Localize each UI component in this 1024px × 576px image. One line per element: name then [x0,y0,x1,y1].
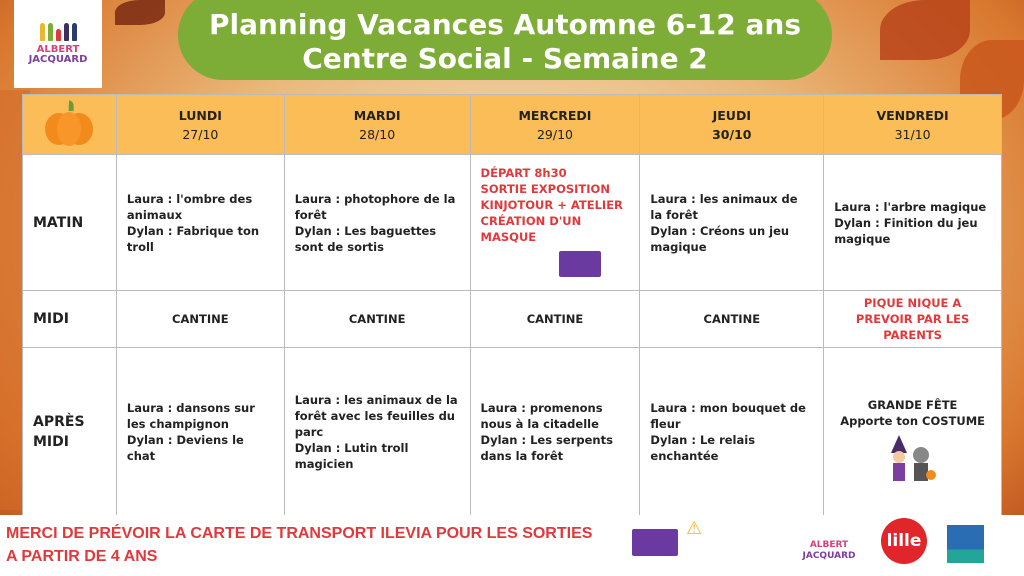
logo-text: JACQUARD [28,54,88,65]
lunch-cell: CANTINE [469,290,641,348]
leaf-decoration [880,0,970,60]
page-title: Planning Vacances Automne 6-12 ans Centr… [178,0,832,80]
day-header-vendredi: VENDREDI 31/10 [823,94,1002,155]
lunch-cell: CANTINE [283,290,471,348]
day-header-mercredi: MERCREDI 29/10 [469,94,641,155]
leaf-decoration [115,0,165,25]
lunch-cell: PIQUE NIQUE A PREVOIR PAR LES PARENTS [823,290,1002,348]
activity-cell: Laura : l'ombre des animaux Dylan : Fabri… [115,154,285,291]
activity-cell: Laura : les animaux de la forêt avec les… [283,347,471,516]
title-subtitle: Centre Social - Semaine 2 [302,42,708,75]
albert-jacquard-logo-small: ALBERT JACQUARD [802,540,856,561]
activity-cell: Laura : les animaux de la forêt Dylan : C… [639,154,825,291]
row-label-midi: MIDI [22,290,117,348]
row-label-apres-midi: APRÈS MIDI [22,347,117,516]
day-header-lundi: LUNDI 27/10 [115,94,285,155]
warning-icon: ⚠ [686,518,703,539]
activity-cell: Laura : promenons nous à la citadelle Dyl… [469,347,641,516]
activity-cell: Laura : l'arbre magique Dylan : Finition … [823,154,1002,291]
row-label-matin: MATIN [22,154,117,291]
lunch-cell: CANTINE [115,290,285,348]
schedule-table: LUNDI 27/10 MARDI 28/10 MERCREDI 29/10 JEUD… [22,94,1002,516]
lunch-cell: CANTINE [639,290,825,348]
title-line: Planning Vacances Automne 6-12 ans [208,8,802,41]
logo-text: ALBERT [36,44,80,55]
activity-cell: Laura : mon bouquet de fleur Dylan : Le r… [639,347,825,516]
day-header-mardi: MARDI 28/10 [283,94,471,155]
day-header-jeudi: JEUDI 30/10 [639,94,825,155]
albert-jacquard-logo: ALBERT JACQUARD [14,0,102,88]
pumpkin-icon [22,94,117,155]
caf-logo [947,525,984,563]
costume-kids-illustration [834,434,991,487]
outing-cell: DÉPART 8h30 SORTIE EXPOSITION KINJOTOUR + … [469,154,641,291]
party-cell: GRANDE FÊTE Apporte ton COSTUME [823,347,1002,516]
transport-card-image [558,250,601,277]
activity-cell: Laura : dansons sur les champignon Dylan … [115,347,285,516]
transport-card-image [632,529,678,556]
footer-bar [0,515,1024,576]
activity-cell: Laura : photophore de la forêt Dylan : Le… [283,154,471,291]
ville-de-lille-logo: lille [881,518,927,564]
transport-notice: MERCI DE PRÉVOIR LA CARTE DE TRANSPORT I… [6,525,593,565]
